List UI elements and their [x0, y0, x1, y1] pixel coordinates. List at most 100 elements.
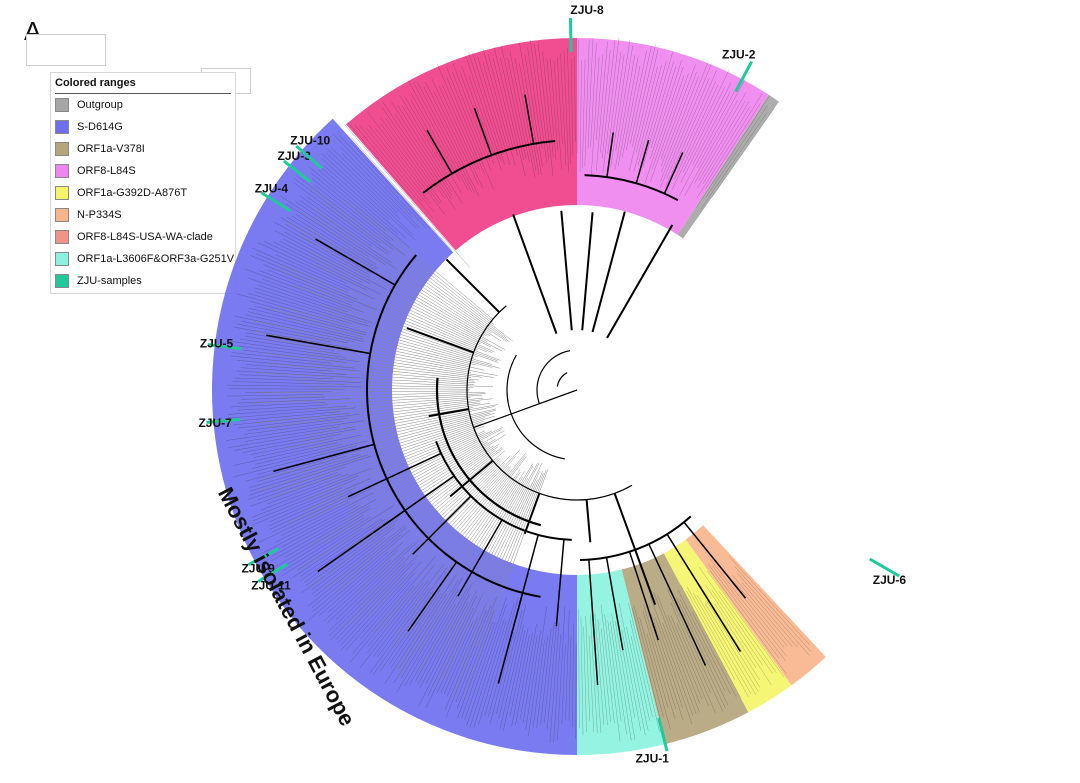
- clade-band: [663, 539, 792, 713]
- leaf-branch: [343, 443, 500, 552]
- leaf-branch: [442, 84, 480, 170]
- leaf-branch: [308, 250, 503, 352]
- leaf-branch: [257, 284, 373, 323]
- leaf-branch: [665, 69, 718, 188]
- leaf-branch: [251, 247, 350, 291]
- leaf-branch: [673, 81, 716, 175]
- leaf-branch: [280, 504, 361, 548]
- leaf-branch: [228, 340, 346, 358]
- leaf-branch: [661, 76, 699, 173]
- leaf-branch: [311, 537, 386, 595]
- leaf-branch: [563, 51, 569, 173]
- leaf-branch: [357, 460, 501, 594]
- internal-branch: [581, 212, 594, 331]
- leaf-branch: [236, 293, 350, 326]
- leaf-branch: [418, 590, 477, 707]
- leaf-branch: [574, 56, 576, 142]
- leaf-branch: [295, 214, 377, 265]
- internal-branch: [606, 224, 674, 339]
- leaf-branch: [247, 292, 352, 324]
- leaf-branch: [370, 447, 503, 548]
- leaf-branch: [274, 230, 387, 290]
- leaf-branch: [251, 487, 343, 526]
- leaf-branch: [488, 54, 514, 148]
- leaf-branch: [319, 313, 492, 365]
- leaf-branch: [705, 603, 759, 693]
- leaf-branch: [398, 593, 447, 669]
- leaf-branch: [525, 630, 541, 730]
- leaf-branch: [484, 597, 519, 716]
- leaf-branch: [553, 633, 562, 743]
- leaf-branch: [283, 516, 371, 571]
- leaf-branch: [621, 629, 642, 731]
- clade-band: [346, 38, 577, 251]
- leaf-branch: [318, 169, 410, 248]
- leaf-branch: [578, 608, 580, 728]
- leaf-branch: [649, 73, 689, 183]
- internal-branch: [605, 557, 624, 651]
- leaf-branch: [306, 196, 388, 255]
- leaf-branch: [659, 63, 712, 189]
- internal-branch: [536, 350, 571, 404]
- leaf-branch: [614, 55, 636, 170]
- leaf-branch: [293, 182, 390, 253]
- leaf-branch: [705, 584, 772, 686]
- leaf-branch: [265, 307, 492, 368]
- leaf-branch: [459, 470, 544, 669]
- leaf-branch: [461, 622, 496, 718]
- leaf-branch: [635, 66, 658, 153]
- leaf-branch: [296, 175, 395, 251]
- leaf-branch: [352, 556, 436, 654]
- leaf-branch: [427, 595, 477, 696]
- leaf-branch: [590, 43, 597, 148]
- leaf-branch: [446, 67, 484, 159]
- leaf-branch: [366, 128, 434, 212]
- leaf-branch: [329, 563, 407, 641]
- leaf-branch: [524, 54, 543, 167]
- leaf-branch: [344, 245, 491, 337]
- leaf-branch: [660, 64, 696, 160]
- internal-branch: [426, 129, 453, 174]
- leaf-branch: [662, 622, 697, 714]
- leaf-branch: [519, 624, 537, 720]
- legend-item: ORF1a-L3606F&ORF3a-G251V: [55, 251, 234, 267]
- leaf-branch: [236, 323, 332, 343]
- leaf-branch: [270, 423, 482, 499]
- leaf-branch: [372, 243, 510, 342]
- leaf-branch: [299, 195, 372, 247]
- leaf-branch: [500, 58, 525, 160]
- leaf-branch: [587, 38, 594, 149]
- leaf-branch: [472, 52, 505, 155]
- leaf-branch: [580, 616, 584, 736]
- internal-branch: [422, 139, 556, 194]
- leaf-branch: [278, 269, 478, 351]
- leaf-branch: [262, 503, 357, 554]
- leaf-branch: [626, 627, 649, 731]
- leaf-branch: [670, 615, 709, 707]
- leaf-branch: [630, 635, 650, 721]
- leaf-branch: [250, 255, 358, 300]
- leaf-branch: [271, 499, 377, 557]
- leaf-branch: [617, 56, 639, 166]
- leaf-branch: [445, 605, 492, 718]
- leaf-branch: [307, 362, 479, 381]
- clade-band: [577, 37, 769, 235]
- leaf-branch: [677, 589, 731, 695]
- leaf-branch: [354, 125, 434, 219]
- leaf-branch: [734, 566, 812, 652]
- leaf-branch: [470, 479, 538, 630]
- leaf-branch: [380, 117, 442, 203]
- leaf-branch: [325, 448, 504, 589]
- leaf-branch: [326, 153, 413, 235]
- leaf-branch: [240, 367, 347, 375]
- leaf-branch: [249, 454, 369, 492]
- leaf-branch: [336, 554, 418, 640]
- leaf-branch: [233, 442, 338, 466]
- internal-branch: [382, 475, 455, 527]
- leaf-branch: [277, 517, 365, 570]
- leaf-branch: [317, 164, 399, 235]
- leaf-branch: [233, 381, 345, 385]
- leaf-branch: [433, 91, 479, 185]
- leaf-branch: [302, 383, 474, 388]
- tree-branches: [266, 94, 747, 686]
